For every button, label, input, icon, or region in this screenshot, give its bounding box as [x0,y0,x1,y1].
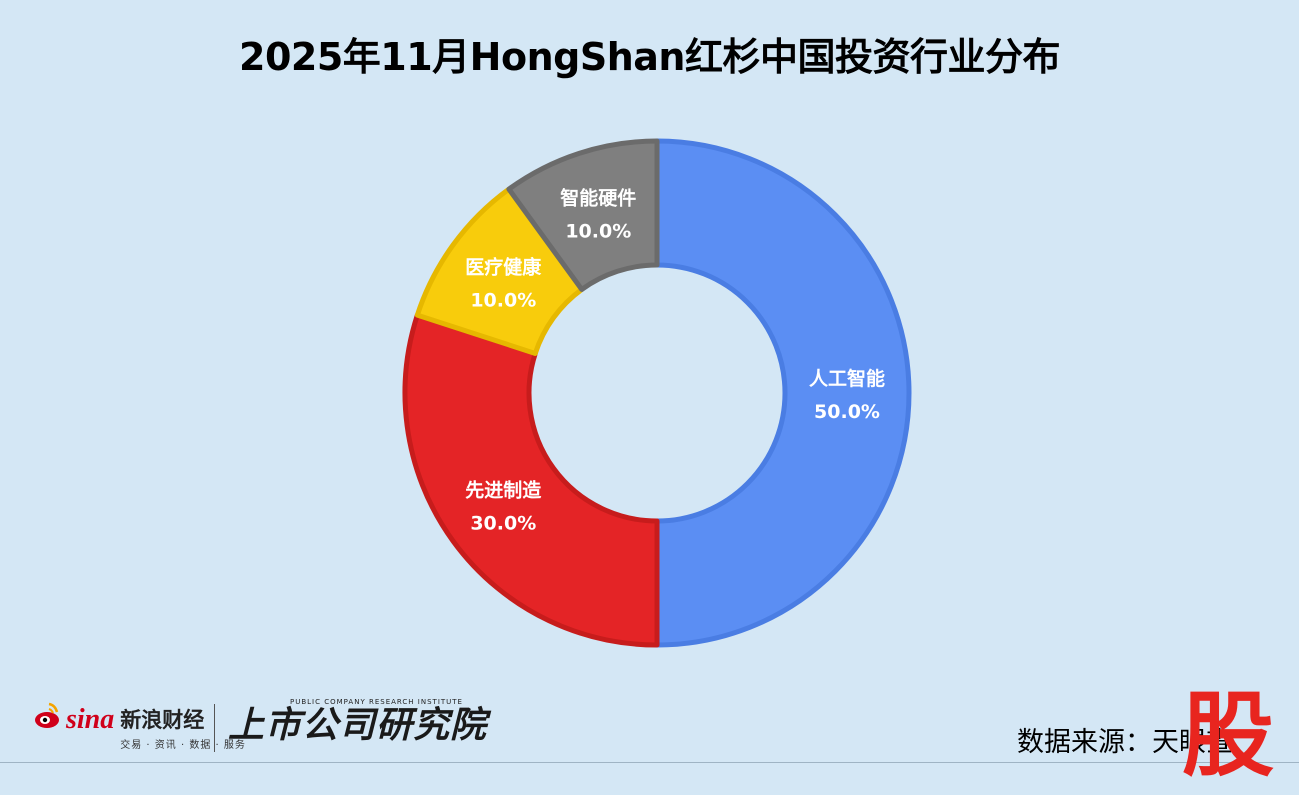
logo-divider [214,704,215,752]
stock-watermark: 股 [1182,682,1274,789]
sina-wordmark: sina [66,704,115,735]
data-source: 数据来源：天眼查 [1017,727,1233,758]
donut-slice-3 [506,138,660,292]
slice-percent-label: 10.0% [470,289,536,311]
slice-label-1: 先进制造 30.0% [465,479,542,535]
slice-label-0: 人工智能 50.0% [809,367,885,423]
donut-chart: 人工智能 50.0% 先进制造 30.0% 医疗健康 10.0% 智能硬件 10.0% [402,138,912,648]
slice-category-label: 医疗健康 [465,255,542,278]
institute-english-name: PUBLIC COMPANY RESEARCH INSTITUTE [290,698,463,706]
slice-label-3: 智能硬件 10.0% [560,186,636,242]
institute-chinese-name: 上市公司研究院 [228,705,488,746]
sina-finance-tagline: 交易 · 资讯 · 数据 · 服务 [120,740,246,751]
sina-eye-icon [35,702,59,728]
slice-category-label: 智能硬件 [560,186,636,209]
slice-percent-label: 10.0% [565,220,631,242]
slice-percent-label: 30.0% [470,513,536,535]
footer-divider [0,762,1299,763]
sina-finance-name: 新浪财经 [120,708,205,732]
donut-slice-1 [402,312,660,648]
chart-title: 2025年11月HongShan红杉中国投资行业分布 [239,35,1060,79]
sina-finance-logo: sina 新浪财经 交易 · 资讯 · 数据 · 服务 [34,700,246,752]
slice-category-label: 先进制造 [465,479,542,502]
slice-label-2: 医疗健康 10.0% [465,255,542,311]
slice-category-label: 人工智能 [809,367,885,390]
donut-slice-0 [654,138,912,648]
slice-percent-label: 50.0% [814,401,880,423]
research-institute-logo: PUBLIC COMPANY RESEARCH INSTITUTE 上市公司研究… [228,698,487,746]
